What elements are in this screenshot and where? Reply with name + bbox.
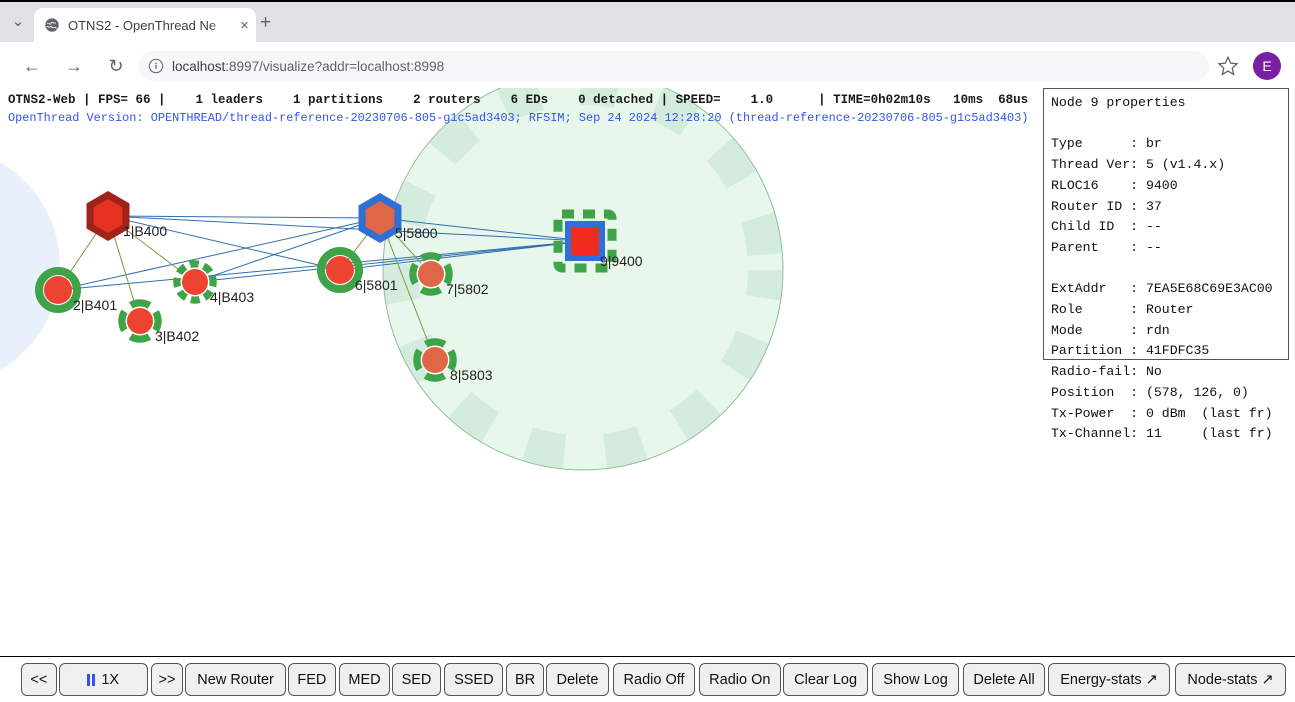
svg-text:7|5802: 7|5802 [446, 281, 489, 297]
svg-text:3|B402: 3|B402 [155, 328, 199, 344]
svg-text:5|5800: 5|5800 [395, 225, 438, 241]
svg-text:8|5803: 8|5803 [450, 367, 493, 383]
svg-text:2|B401: 2|B401 [73, 297, 117, 313]
svg-text:9|9400: 9|9400 [600, 253, 643, 269]
svg-text:6|5801: 6|5801 [355, 277, 398, 293]
svg-text:4|B403: 4|B403 [210, 289, 254, 305]
svg-text:1|B400: 1|B400 [123, 223, 167, 239]
